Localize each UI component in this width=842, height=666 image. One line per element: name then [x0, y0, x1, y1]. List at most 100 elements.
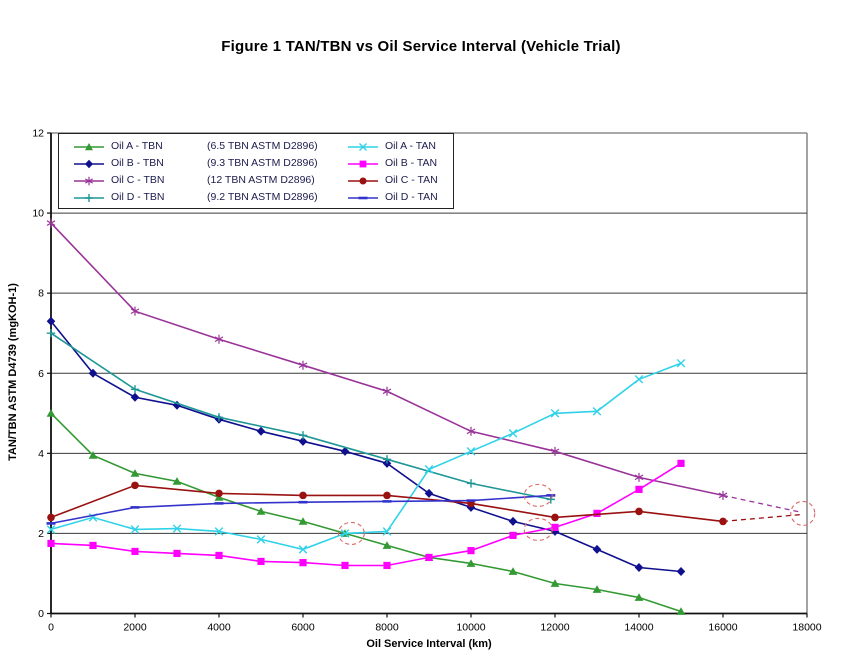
marker-triangle: [298, 517, 308, 525]
legend-label: Oil D - TBN: [111, 191, 165, 203]
marker-square: [257, 557, 265, 566]
legend-marker-plus-icon: [73, 192, 111, 204]
series-line-oil-b-tan: [50, 462, 682, 567]
legend-note: (9.2 TBN ASTM D2896): [207, 191, 318, 203]
marker-x: [340, 529, 350, 538]
x-tick-label-2000: 2000: [123, 622, 147, 634]
x-tick-label-8000: 8000: [375, 622, 399, 634]
marker-square: [551, 523, 559, 532]
legend-label: Oil A - TAN: [385, 140, 436, 152]
legend: Oil A - TBN (6.5 TBN ASTM D2896) Oil A - T…: [58, 133, 454, 209]
marker-square: [593, 509, 601, 517]
marker-x: [550, 408, 560, 418]
legend-marker-triangle-icon: [73, 141, 111, 153]
y-tick-label-12: 12: [32, 128, 44, 140]
legend-label: Oil D - TAN: [385, 191, 438, 203]
marker-diamond: [256, 426, 266, 436]
marker-asterisk: [382, 386, 392, 396]
y-tick-label-2: 2: [38, 528, 44, 540]
marker-square: [215, 551, 223, 560]
series-line-oil-a-tbn: [50, 412, 682, 613]
y-tick-label-10: 10: [32, 208, 44, 220]
marker-asterisk: [298, 360, 308, 370]
legend-marker-dash-icon: [347, 192, 385, 204]
marker-asterisk: [46, 218, 56, 228]
marker-diamond: [508, 516, 518, 526]
marker-triangle: [634, 593, 644, 601]
chart-title: Figure 1 TAN/TBN vs Oil Service Interval…: [221, 38, 621, 55]
legend-row: Oil C - TBN (12 TBN ASTM D2896) Oil C - TA…: [59, 172, 453, 189]
x-tick-label-6000: 6000: [291, 622, 315, 634]
marker-circle: [131, 481, 139, 490]
marker-x: [508, 429, 518, 438]
series-line-oil-c-tbn: [50, 222, 724, 497]
marker-plus: [382, 455, 392, 464]
series-line-oil-b-tbn: [50, 320, 682, 573]
marker-square: [509, 531, 517, 540]
series-line-oil-a-tan: [50, 362, 682, 551]
marker-triangle: [256, 507, 266, 515]
legend-marker-x-icon: [347, 141, 385, 153]
legend-marker-asterisk-icon: [73, 175, 111, 187]
y-tick-label-8: 8: [38, 288, 44, 300]
marker-diamond: [634, 562, 644, 572]
marker-circle: [719, 517, 727, 526]
marker-plus: [298, 431, 308, 440]
series-line-oil-c-tan: [50, 484, 724, 523]
marker-x: [298, 545, 308, 554]
annotation-crossover-oil-a: [337, 521, 365, 545]
marker-x: [382, 527, 392, 536]
marker-asterisk: [550, 446, 560, 456]
marker-triangle: [676, 607, 686, 615]
marker-square: [635, 485, 643, 493]
annotation-crossover-oil-c-projected: [790, 500, 816, 526]
marker-diamond: [130, 392, 140, 402]
marker-square: [677, 459, 685, 467]
x-tick-label-12000: 12000: [540, 622, 569, 634]
marker-x: [466, 447, 476, 456]
x-tick-label-4000: 4000: [207, 622, 231, 634]
marker-diamond: [88, 368, 98, 378]
y-tick-label-0: 0: [38, 608, 44, 620]
marker-square: [47, 539, 55, 548]
marker-plus: [130, 385, 140, 394]
legend-note: (6.5 TBN ASTM D2896): [207, 140, 318, 152]
x-tick-label-16000: 16000: [708, 622, 737, 634]
x-tick-label-0: 0: [48, 622, 54, 634]
y-tick-label-6: 6: [38, 368, 44, 380]
marker-square: [173, 549, 181, 558]
marker-square: [383, 561, 391, 570]
legend-label: Oil A - TBN: [111, 140, 163, 152]
marker-x: [46, 525, 56, 534]
legend-row: Oil D - TBN (9.2 TBN ASTM D2896) Oil D - T…: [59, 189, 453, 206]
marker-x: [130, 525, 140, 534]
marker-triangle: [130, 469, 140, 477]
marker-square: [341, 561, 349, 570]
marker-square: [467, 547, 475, 555]
marker-circle: [47, 513, 55, 522]
x-tick-label-18000: 18000: [792, 622, 821, 634]
series-dashed-extension: [722, 513, 801, 523]
legend-label: Oil B - TBN: [111, 157, 164, 169]
marker-circle: [383, 491, 391, 500]
x-axis-title: Oil Service Interval (km): [366, 638, 492, 650]
marker-plus: [214, 413, 224, 422]
legend-label: Oil C - TBN: [111, 174, 165, 186]
marker-diamond: [340, 446, 350, 456]
marker-circle: [299, 491, 307, 500]
x-tick-label-10000: 10000: [456, 622, 485, 634]
y-tick-label-4: 4: [38, 448, 44, 460]
marker-triangle: [508, 567, 518, 575]
marker-circle: [551, 513, 559, 522]
marker-triangle: [88, 451, 98, 459]
marker-triangle: [466, 559, 476, 567]
marker-x: [214, 527, 224, 536]
series-dashed-extension: [722, 494, 801, 513]
legend-marker-square-icon: [347, 158, 385, 170]
marker-diamond: [592, 544, 602, 554]
marker-x: [424, 465, 434, 474]
legend-label: Oil C - TAN: [385, 174, 438, 186]
annotation-crossover-oil-b: [523, 517, 553, 541]
